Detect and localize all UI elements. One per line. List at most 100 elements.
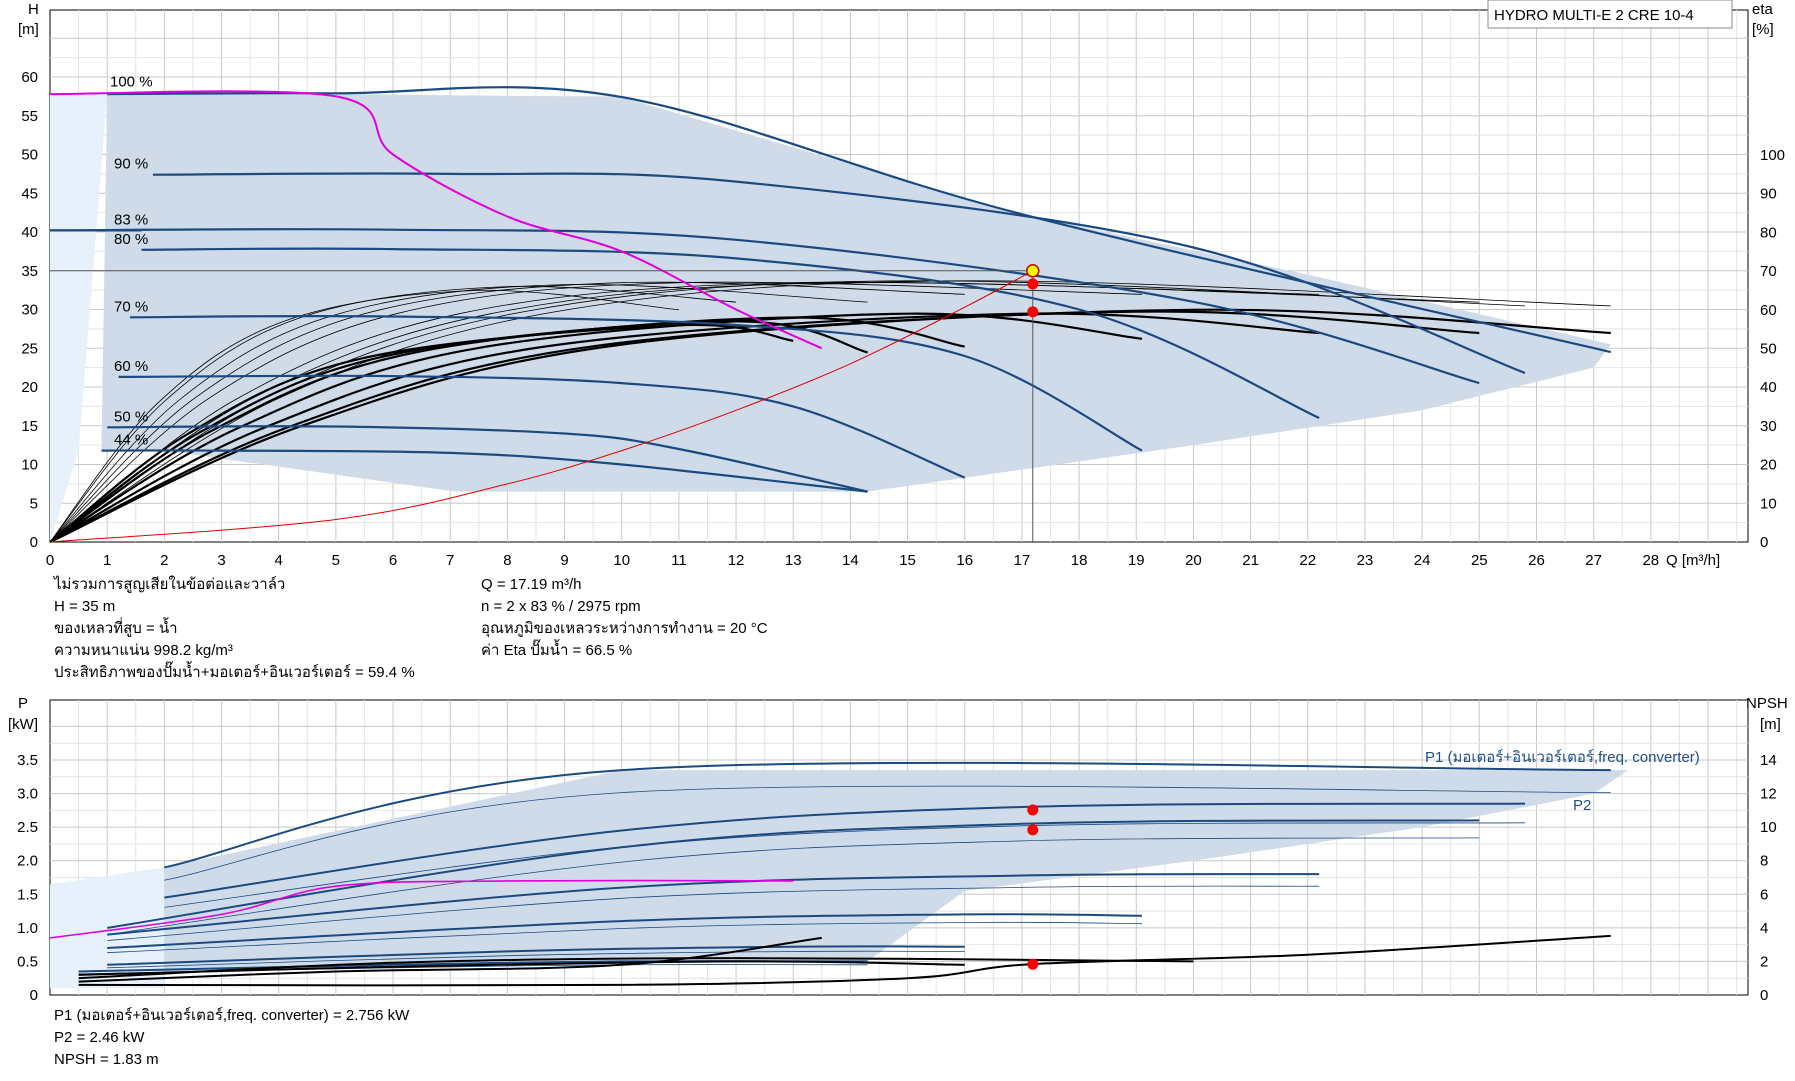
bottom-y-label-1: P (18, 695, 28, 712)
top-chart-envelope (50, 94, 1611, 543)
info-line: ความหนาแน่น 998.2 kg/m³ (54, 642, 233, 659)
top-y-tick: 0 (30, 534, 38, 551)
top-y-right-tick: 20 (1760, 457, 1777, 474)
top-x-tick: 17 (1014, 552, 1031, 569)
p1-curve (107, 819, 1480, 929)
info-line: P1 (มอเตอร์+อินเวอร์เตอร์,freq. converte… (54, 1007, 410, 1024)
top-x-tick: 10 (613, 552, 630, 569)
p2-curve (107, 921, 1143, 954)
bottom-y-tick: 0 (30, 987, 38, 1004)
max-power-curve (49, 90, 823, 350)
top-y-tick: 15 (21, 418, 38, 435)
max-power-curve (49, 879, 794, 939)
bottom-y-tick: 2.0 (17, 853, 38, 870)
top-x-tick: 9 (560, 552, 568, 569)
top-y-tick: 45 (21, 185, 38, 202)
top-y-label-1: H (28, 1, 39, 18)
bottom-chart-curves (49, 761, 1611, 987)
bottom-y-right-tick: 0 (1760, 987, 1768, 1004)
top-y-tick: 25 (21, 340, 38, 357)
bottom-y-tick: 3.5 (17, 752, 38, 769)
top-y-right-tick: 100 (1760, 147, 1785, 164)
bottom-chart-ticks: 0 0.5 1.0 1.5 2.0 2.5 3.0 3.5 0 2 4 6 8 10 12 14 (17, 752, 1777, 1004)
top-x-tick: 5 (332, 552, 340, 569)
qh-curve (141, 247, 1320, 420)
top-y-tick: 5 (30, 495, 38, 512)
npsh-point (1027, 958, 1039, 970)
eta-curve-thick (49, 323, 794, 543)
operating-point (1027, 824, 1039, 836)
top-x-tick: 23 (1357, 552, 1374, 569)
bottom-y-label-2: [kW] (8, 716, 38, 733)
bottom-y-right-tick: 10 (1760, 819, 1777, 836)
operating-point (1027, 278, 1039, 290)
speed-label: 80 % (114, 231, 148, 248)
bottom-y-tick: 1.5 (17, 886, 38, 903)
qh-curve (129, 314, 1143, 452)
top-y-tick: 30 (21, 302, 38, 319)
p2-curve (107, 950, 965, 969)
top-x-tick: 16 (956, 552, 973, 569)
top-x-tick: 20 (1185, 552, 1202, 569)
bottom-y-tick: 3.0 (17, 786, 38, 803)
operating-point (1027, 306, 1039, 318)
top-x-tick: 26 (1528, 552, 1545, 569)
top-y-tick: 40 (21, 224, 38, 241)
info-right-block: Q = 17.19 m³/h n = 2 x 83 % / 2975 rpm อ… (481, 574, 768, 662)
bottom-y-right-tick: 12 (1760, 786, 1777, 803)
p2-curve (107, 885, 1320, 941)
top-y-tick: 55 (21, 108, 38, 125)
top-x-label: Q [m³/h] (1666, 552, 1720, 569)
top-x-tick: 7 (446, 552, 454, 569)
info-bottom-block: P1 (มอเตอร์+อินเวอร์เตอร์,freq. converte… (54, 1005, 409, 1071)
bottom-y-right-tick: 2 (1760, 953, 1768, 970)
eta-curve-thick (49, 316, 965, 543)
speed-label: 50 % (114, 408, 148, 425)
top-x-tick: 15 (899, 552, 916, 569)
top-x-tick: 19 (1128, 552, 1145, 569)
legend-box (1487, 0, 1733, 29)
top-y-right-label-2: [%] (1752, 21, 1774, 38)
top-x-tick: 11 (671, 552, 687, 569)
p2-curve (164, 822, 1526, 908)
info-line: H = 35 m (54, 598, 116, 615)
info-line: ไม่รวมการสูญเสียในข้อต่อและวาล์ว (54, 576, 286, 593)
top-y-right-tick: 70 (1760, 263, 1777, 280)
eta-curve-thick (49, 312, 1143, 543)
info-line: ของเหลวที่สูบ = น้ำ (54, 620, 178, 637)
top-y-tick: 10 (21, 457, 38, 474)
info-line: ค่า Eta ปั๊มน้ำ = 66.5 % (481, 642, 633, 659)
eta-curve-thin (49, 281, 1143, 543)
bottom-y-right-tick: 14 (1760, 752, 1777, 769)
top-chart-speed-labels: 100 % 90 % 83 % 80 % 70 % 60 % 50 % 44 % (110, 74, 153, 449)
p1-curve (107, 945, 965, 966)
bottom-y-tick: 1.0 (17, 920, 38, 937)
info-line: Q = 17.19 m³/h (481, 576, 582, 593)
top-x-tick: 25 (1471, 552, 1488, 569)
top-y-right-tick: 90 (1760, 186, 1777, 203)
envelope-left-strip (50, 94, 108, 543)
p1-curve (164, 802, 1526, 899)
top-x-tick: 13 (785, 552, 802, 569)
bottom-y-right-tick: 4 (1760, 920, 1768, 937)
top-y-tick: 50 (21, 147, 38, 164)
bottom-y-tick: 2.5 (17, 819, 38, 836)
eta-curve-thin (49, 281, 1320, 543)
p2-curve (107, 837, 1480, 935)
top-y-right-tick: 40 (1760, 379, 1777, 396)
top-x-tick: 8 (503, 552, 511, 569)
legend-box-text: HYDRO MULTI-E 2 CRE 10-4 (1494, 7, 1694, 24)
p1-curve (164, 761, 1611, 869)
top-y-right-tick: 50 (1760, 341, 1777, 358)
system-curve (49, 270, 1034, 543)
bottom-y-right-tick: 8 (1760, 853, 1768, 870)
p1-curve (107, 873, 1320, 936)
qh-curve (101, 449, 868, 493)
eta-curve-thin (49, 280, 1611, 543)
top-y-right-label-1: eta (1752, 1, 1774, 18)
speed-label: 70 % (114, 298, 148, 315)
bottom-y-right-label-2: [m] (1760, 716, 1781, 733)
top-x-tick: 27 (1585, 552, 1602, 569)
bottom-y-right-tick: 6 (1760, 886, 1768, 903)
top-x-tick: 14 (842, 552, 859, 569)
